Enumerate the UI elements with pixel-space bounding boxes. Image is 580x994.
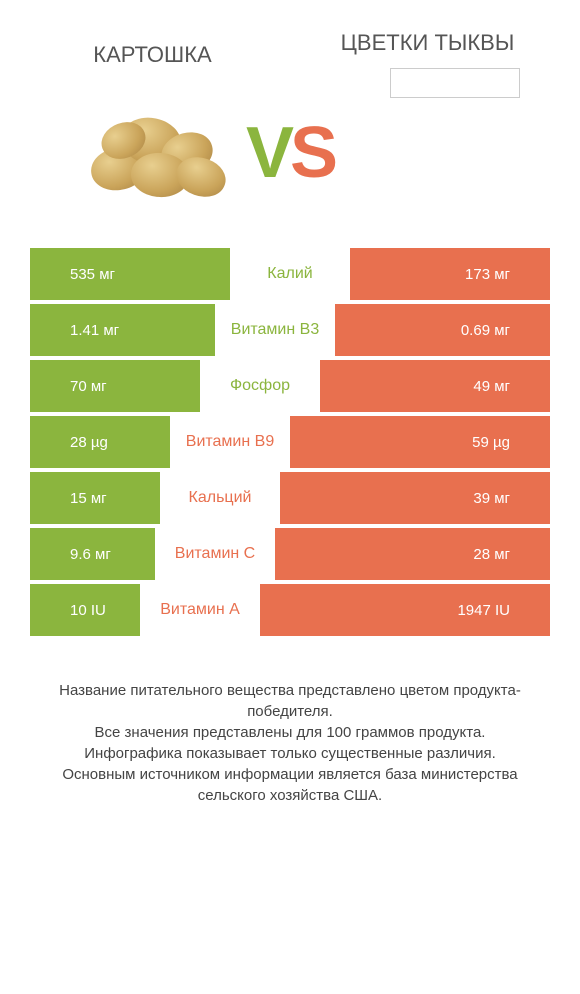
nutrient-name: Фосфор [200, 360, 320, 412]
left-value: 15 мг [30, 490, 160, 507]
potato-image [86, 98, 236, 208]
right-value-cell: 39 мг [280, 472, 550, 524]
right-title-text: ЦВЕТКИ ТЫКВЫ [315, 30, 540, 56]
left-title-text: КАРТОШКА [40, 42, 265, 68]
right-value: 59 µg [472, 434, 550, 451]
nutrient-row: 9.6 мгВитамин C 28 мг [30, 528, 550, 580]
right-value: 173 мг [465, 266, 550, 283]
nutrient-row: 535 мгКалий 173 мг [30, 248, 550, 300]
left-value-cell: 1.41 мг [30, 304, 215, 356]
vs-v-letter: V [246, 113, 290, 193]
right-value: 1947 IU [457, 602, 550, 619]
footer-line-3: Инфографика показывает только существенн… [30, 743, 550, 764]
vs-label: VS [246, 112, 334, 194]
comparison-header: КАРТОШКА ЦВЕТКИ ТЫКВЫ [0, 0, 580, 78]
pumpkin-flower-image [344, 98, 494, 208]
nutrient-row: 70 мгФосфор 49 мг [30, 360, 550, 412]
product-left-title: КАРТОШКА [40, 30, 265, 68]
footer-line-1: Название питательного вещества представл… [30, 680, 550, 722]
vs-s-letter: S [290, 113, 334, 193]
left-value: 1.41 мг [30, 322, 215, 339]
left-value: 70 мг [30, 378, 200, 395]
left-value: 535 мг [30, 266, 230, 283]
nutrient-name: Витамин B3 [215, 304, 335, 356]
right-value: 28 мг [473, 546, 550, 563]
left-value: 28 µg [30, 434, 170, 451]
left-value-cell: 28 µg [30, 416, 170, 468]
nutrient-name: Витамин A [140, 584, 260, 636]
nutrient-name: Кальций [160, 472, 280, 524]
right-value-cell: 1947 IU [260, 584, 550, 636]
right-value-cell: 49 мг [320, 360, 550, 412]
nutrient-comparison-table: 535 мгКалий 173 мг 1.41 мгВитамин B3 0.69 м… [0, 248, 580, 636]
left-value-cell: 15 мг [30, 472, 160, 524]
right-value-cell: 173 мг [350, 248, 550, 300]
nutrient-row: 1.41 мгВитамин B3 0.69 мг [30, 304, 550, 356]
left-value: 10 IU [30, 602, 140, 619]
right-value: 0.69 мг [461, 322, 550, 339]
left-value-cell: 535 мг [30, 248, 230, 300]
right-value-cell: 0.69 мг [335, 304, 550, 356]
right-image-placeholder [390, 68, 520, 98]
nutrient-name: Витамин B9 [170, 416, 290, 468]
left-value-cell: 10 IU [30, 584, 140, 636]
right-value: 49 мг [473, 378, 550, 395]
right-value-cell: 59 µg [290, 416, 550, 468]
left-value: 9.6 мг [30, 546, 155, 563]
footer-notes: Название питательного вещества представл… [0, 640, 580, 806]
left-value-cell: 9.6 мг [30, 528, 155, 580]
nutrient-row: 15 мгКальций 39 мг [30, 472, 550, 524]
nutrient-row: 28 µgВитамин B9 59 µg [30, 416, 550, 468]
nutrient-name: Калий [230, 248, 350, 300]
right-value: 39 мг [473, 490, 550, 507]
footer-line-4: Основным источником информации является … [30, 764, 550, 806]
right-value-cell: 28 мг [275, 528, 550, 580]
nutrient-name: Витамин C [155, 528, 275, 580]
left-value-cell: 70 мг [30, 360, 200, 412]
vs-row: VS [0, 78, 580, 248]
footer-line-2: Все значения представлены для 100 граммо… [30, 722, 550, 743]
product-right-title: ЦВЕТКИ ТЫКВЫ [315, 30, 540, 68]
nutrient-row: 10 IUВитамин A 1947 IU [30, 584, 550, 636]
